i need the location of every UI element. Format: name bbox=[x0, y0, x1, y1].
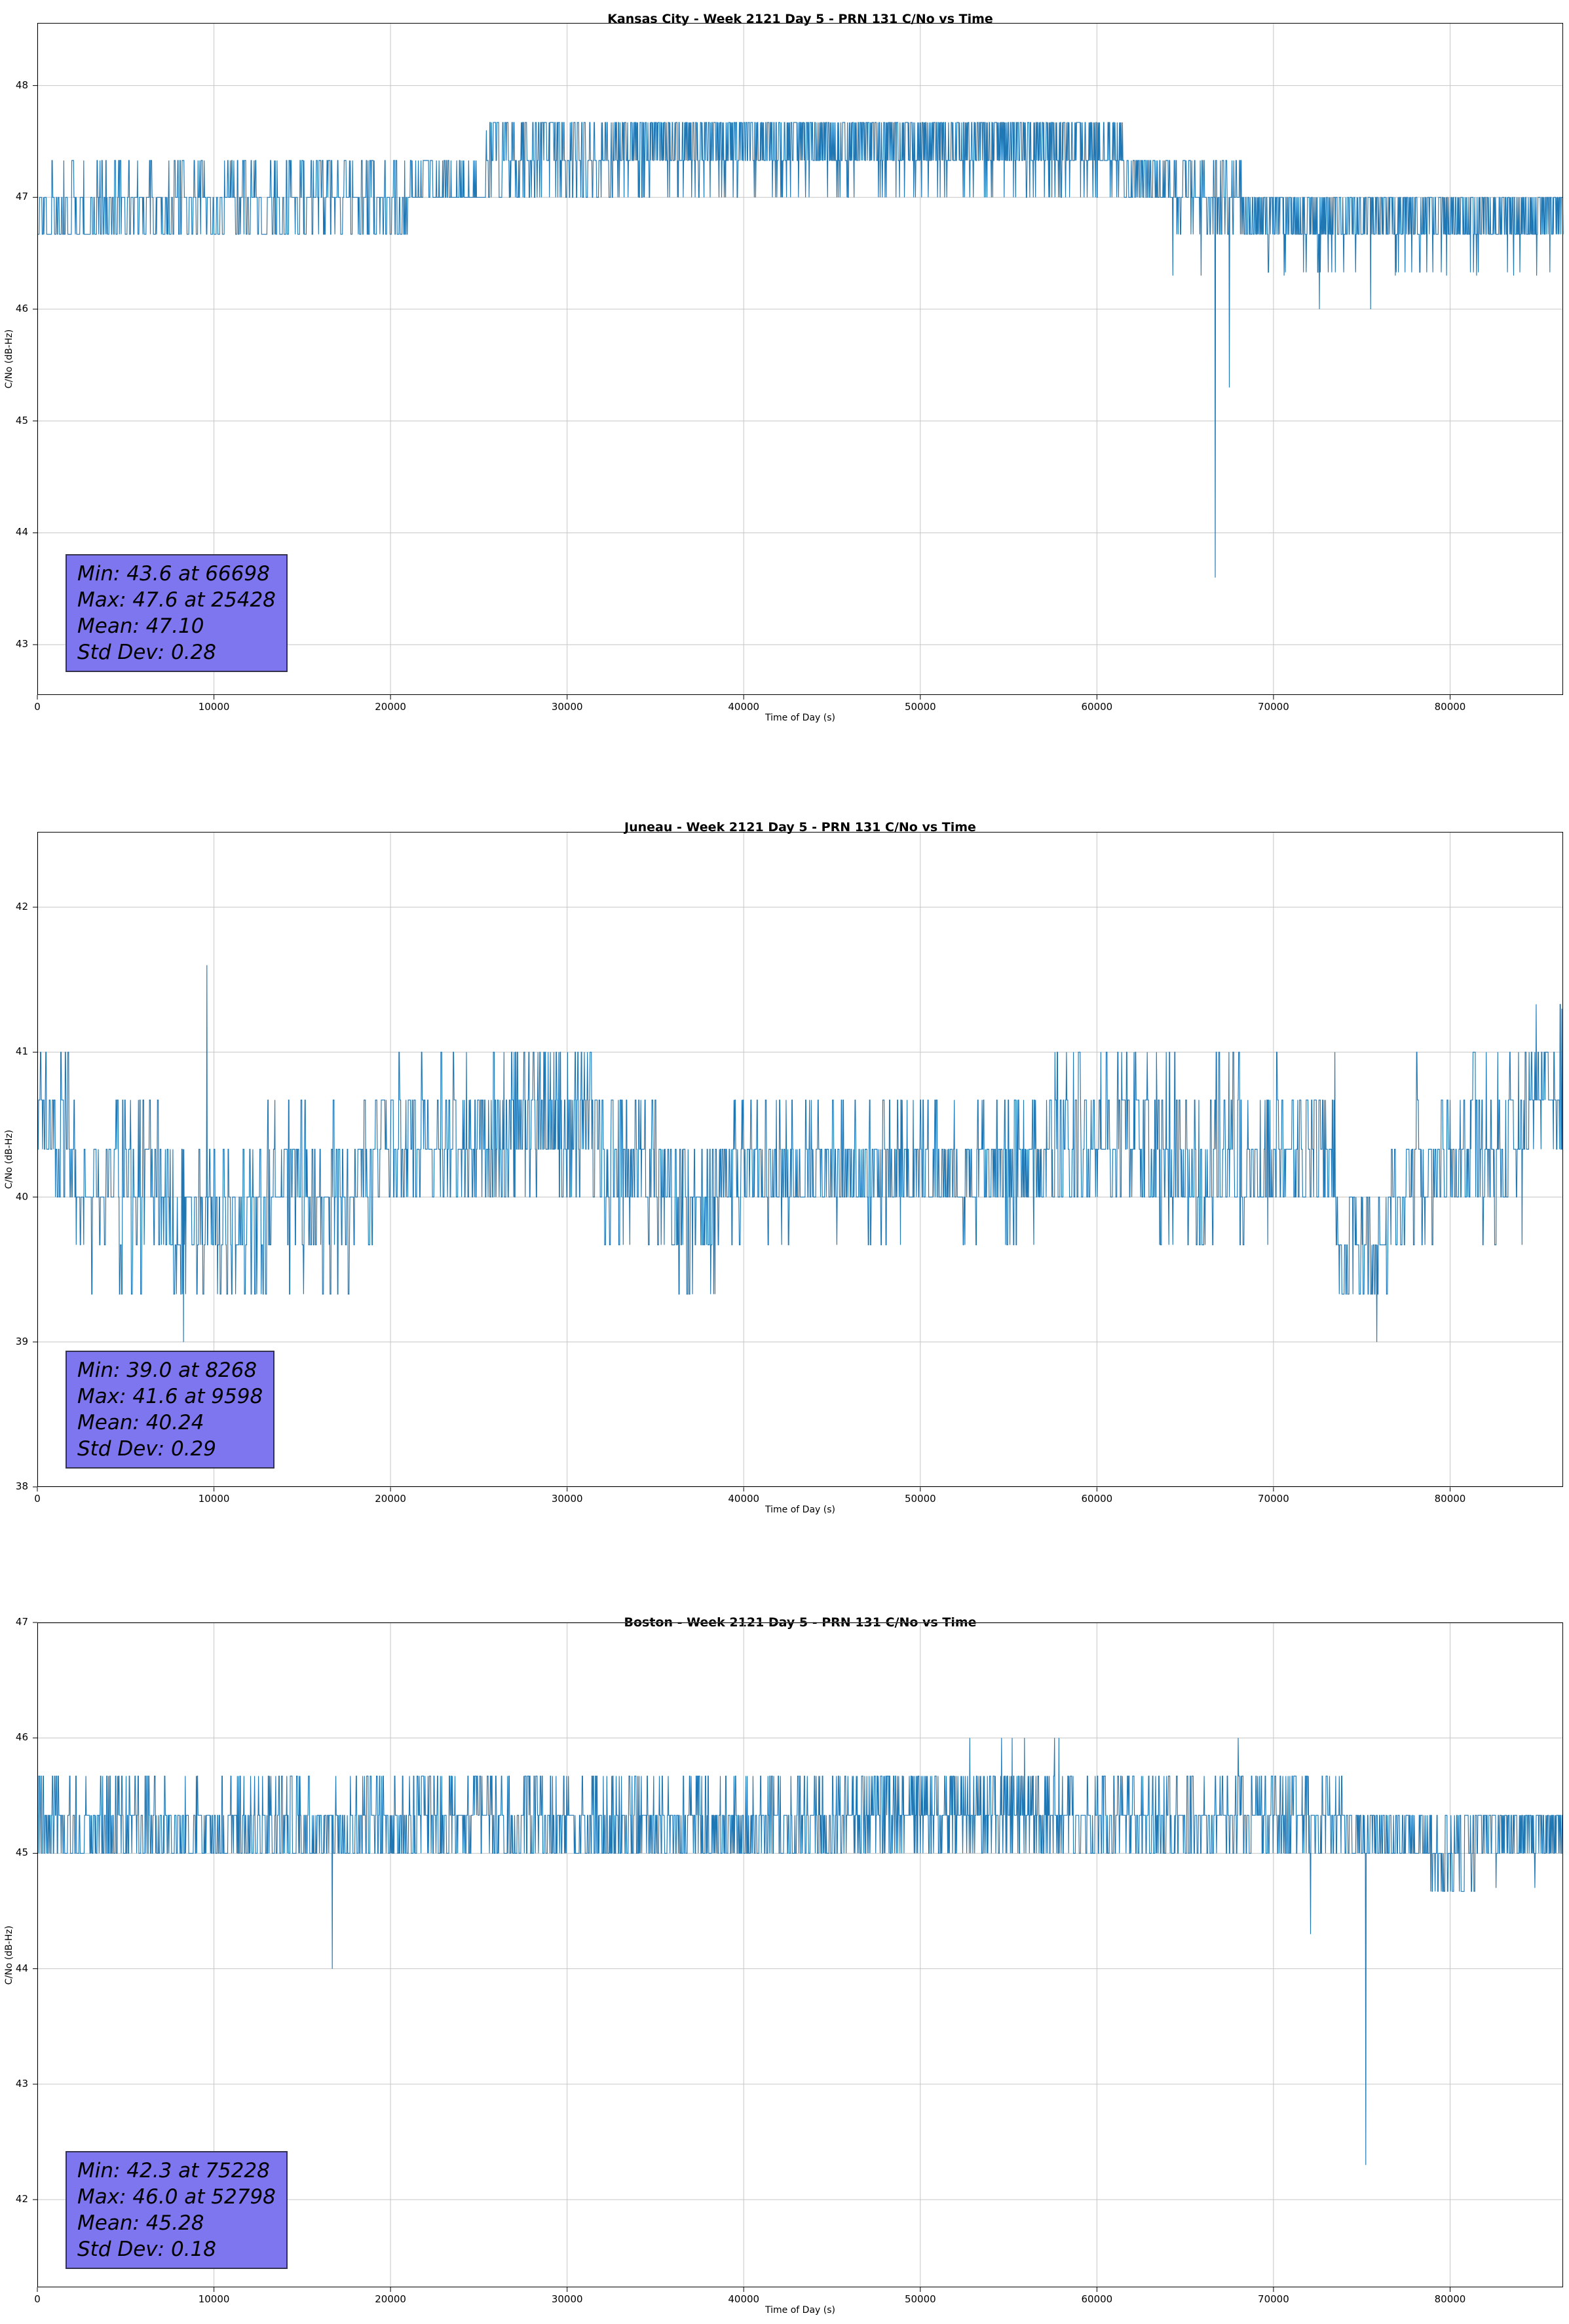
stat-max: Max: 41.6 at 9598 bbox=[77, 1385, 263, 1408]
x-tick-label: 40000 bbox=[728, 701, 760, 713]
y-tick-label: 47 bbox=[15, 1616, 28, 1628]
plot-area bbox=[33, 1622, 1563, 2292]
x-axis-label: Time of Day (s) bbox=[765, 2305, 835, 2315]
x-tick-label: 80000 bbox=[1434, 1493, 1466, 1505]
plot-border bbox=[37, 23, 1563, 695]
y-tick-label: 45 bbox=[15, 414, 28, 426]
plot-border bbox=[37, 832, 1563, 1487]
x-tick-label: 60000 bbox=[1081, 701, 1113, 713]
stat-max: Max: 46.0 at 52798 bbox=[77, 2185, 276, 2209]
x-tick-label: 30000 bbox=[551, 1493, 583, 1505]
plot-area bbox=[33, 23, 1564, 700]
x-tick-label: 50000 bbox=[904, 701, 936, 713]
x-tick-label: 70000 bbox=[1258, 1493, 1289, 1505]
y-tick-label: 47 bbox=[15, 191, 28, 203]
x-tick-label: 20000 bbox=[375, 2293, 406, 2305]
y-tick-label: 46 bbox=[15, 1731, 28, 1744]
x-tick-label: 20000 bbox=[375, 701, 406, 713]
x-tick-label: 10000 bbox=[198, 701, 230, 713]
y-tick-label: 44 bbox=[15, 526, 28, 538]
cno-series-line bbox=[37, 122, 1564, 578]
y-tick-label: 43 bbox=[15, 638, 28, 650]
y-axis-label: C/No (dB-Hz) bbox=[4, 1925, 14, 1985]
x-tick-label: 50000 bbox=[904, 1493, 936, 1505]
stat-std: Std Dev: 0.18 bbox=[77, 2238, 216, 2261]
y-tick-label: 43 bbox=[15, 2077, 28, 2090]
y-tick-label: 44 bbox=[15, 1962, 28, 1974]
cno-series-line bbox=[37, 1738, 1563, 2165]
x-axis-label: Time of Day (s) bbox=[765, 1505, 835, 1515]
x-tick-label: 30000 bbox=[551, 701, 583, 713]
cno-series-line bbox=[37, 965, 1563, 1342]
x-tick-label: 80000 bbox=[1434, 2293, 1466, 2305]
x-tick-label: 10000 bbox=[198, 1493, 230, 1505]
plot-area bbox=[33, 832, 1563, 1491]
y-tick-label: 45 bbox=[15, 1846, 28, 1859]
stat-mean: Mean: 45.28 bbox=[77, 2211, 204, 2235]
stat-std: Std Dev: 0.29 bbox=[77, 1437, 216, 1461]
chart-title: Juneau - Week 2121 Day 5 - PRN 131 C/No … bbox=[624, 819, 976, 834]
x-tick-label: 0 bbox=[34, 701, 41, 713]
stats-annotation-box: Min: 43.6 at 66698 Max: 47.6 at 25428 Me… bbox=[66, 554, 288, 672]
stat-max: Max: 47.6 at 25428 bbox=[77, 588, 276, 612]
chart-title: Kansas City - Week 2121 Day 5 - PRN 131 … bbox=[607, 11, 993, 26]
y-tick-label: 48 bbox=[15, 79, 28, 91]
x-tick-label: 20000 bbox=[375, 1493, 406, 1505]
y-tick-label: 46 bbox=[15, 303, 28, 315]
y-tick-label: 42 bbox=[15, 2193, 28, 2205]
y-tick-label: 39 bbox=[15, 1335, 28, 1347]
x-tick-label: 30000 bbox=[551, 2293, 583, 2305]
stats-annotation-box: Min: 42.3 at 75228 Max: 46.0 at 52798 Me… bbox=[66, 2151, 288, 2269]
stat-min: Min: 42.3 at 75228 bbox=[77, 2159, 270, 2183]
stat-min: Min: 39.0 at 8268 bbox=[77, 1359, 257, 1382]
x-tick-label: 40000 bbox=[728, 2293, 760, 2305]
x-tick-label: 70000 bbox=[1258, 2293, 1289, 2305]
stat-mean: Mean: 47.10 bbox=[77, 614, 204, 638]
stat-min: Min: 43.6 at 66698 bbox=[77, 562, 270, 586]
x-tick-label: 0 bbox=[34, 1493, 41, 1505]
x-tick-label: 60000 bbox=[1081, 2293, 1113, 2305]
plot-border bbox=[37, 1622, 1563, 2287]
x-tick-label: 60000 bbox=[1081, 1493, 1113, 1505]
x-tick-label: 50000 bbox=[904, 2293, 936, 2305]
x-tick-label: 70000 bbox=[1258, 701, 1289, 713]
y-tick-label: 42 bbox=[15, 901, 28, 913]
x-axis-label: Time of Day (s) bbox=[765, 713, 835, 723]
y-tick-label: 40 bbox=[15, 1190, 28, 1203]
x-tick-label: 80000 bbox=[1434, 701, 1466, 713]
x-tick-label: 0 bbox=[34, 2293, 41, 2305]
y-tick-label: 41 bbox=[15, 1045, 28, 1058]
stat-std: Std Dev: 0.28 bbox=[77, 641, 216, 664]
x-tick-label: 10000 bbox=[198, 2293, 230, 2305]
stats-annotation-box: Min: 39.0 at 8268 Max: 41.6 at 9598 Mean… bbox=[66, 1351, 275, 1469]
y-tick-label: 38 bbox=[15, 1480, 28, 1492]
x-tick-label: 40000 bbox=[728, 1493, 760, 1505]
stat-mean: Mean: 40.24 bbox=[77, 1411, 204, 1434]
